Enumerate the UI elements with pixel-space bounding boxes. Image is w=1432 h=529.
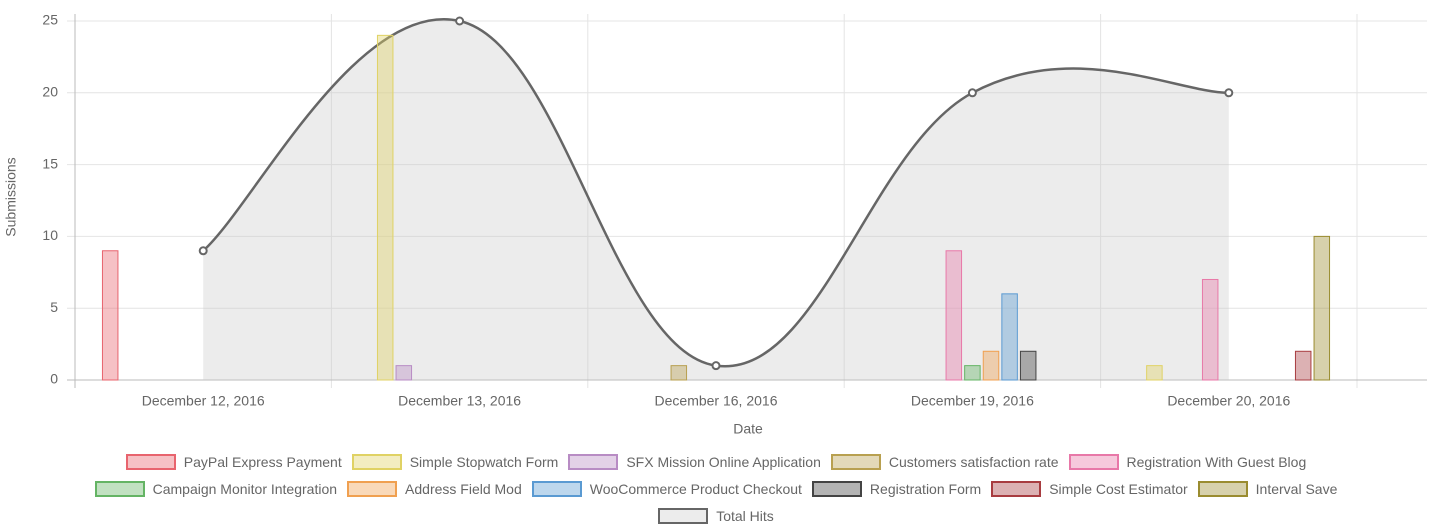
x-tick-label: December 13, 2016	[398, 393, 521, 409]
legend-row: Campaign Monitor Integration Address Fiel…	[0, 475, 1432, 502]
y-tick-label: 20	[42, 84, 58, 100]
legend-swatch	[351, 453, 402, 470]
bar	[945, 250, 963, 381]
legend: PayPal Express Payment Simple Stopwatch F…	[0, 448, 1432, 529]
legend-label: Registration With Guest Blog	[1126, 453, 1307, 470]
legend-swatch	[347, 480, 398, 497]
bar	[982, 350, 1000, 381]
y-tick-label: 0	[50, 371, 58, 387]
bar	[101, 250, 119, 381]
legend-swatch	[658, 507, 709, 524]
bar	[1201, 278, 1219, 381]
x-tick-label: December 12, 2016	[142, 393, 265, 409]
bar	[376, 34, 394, 381]
line	[202, 17, 1229, 368]
legend-label: SFX Mission Online Application	[626, 453, 821, 470]
x-tick-label: December 20, 2016	[1167, 393, 1290, 409]
legend-swatch	[94, 480, 145, 497]
y-tick-label: 15	[42, 155, 58, 171]
legend-swatch	[568, 453, 619, 470]
chart: Submissions Date 0 5 10 15 20 25 December 12, …	[3, 12, 1427, 437]
legend-label: Customers satisfaction rate	[888, 453, 1059, 470]
y-tick-label: 25	[42, 12, 58, 28]
line-point	[711, 361, 721, 371]
bar	[1294, 350, 1312, 381]
line-area	[203, 19, 1229, 380]
legend-swatch	[830, 453, 881, 470]
legend-swatch	[1197, 480, 1248, 497]
legend-item[interactable]: Customers satisfaction rate	[830, 453, 1059, 470]
line-point	[455, 16, 465, 26]
x-tick-label: December 19, 2016	[911, 393, 1034, 409]
line-point	[967, 88, 977, 98]
line-point	[1224, 88, 1234, 98]
legend-label: Total Hits	[716, 507, 774, 524]
legend-label: WooCommerce Product Checkout	[589, 480, 802, 497]
x-axis-label: Date	[733, 421, 763, 437]
legend-item[interactable]: WooCommerce Product Checkout	[531, 480, 802, 497]
legend-label: Registration Form	[869, 480, 982, 497]
legend-label: Simple Stopwatch Form	[409, 453, 559, 470]
y-axis-label: Submissions	[3, 157, 19, 236]
legend-item[interactable]: Total Hits	[658, 507, 774, 524]
legend-swatch	[991, 480, 1042, 497]
y-tick-label: 10	[42, 227, 58, 243]
legend-row: Total Hits	[0, 502, 1432, 529]
bar	[1019, 350, 1037, 381]
legend-label: Interval Save	[1255, 480, 1338, 497]
legend-item[interactable]: Campaign Monitor Integration	[94, 480, 338, 497]
bar	[1001, 293, 1018, 381]
legend-swatch	[125, 453, 176, 470]
line-point	[198, 246, 208, 256]
legend-item[interactable]: Address Field Mod	[347, 480, 522, 497]
legend-swatch	[811, 480, 862, 497]
legend-label: Campaign Monitor Integration	[152, 480, 338, 497]
legend-row: PayPal Express Payment Simple Stopwatch F…	[0, 448, 1432, 475]
legend-label: PayPal Express Payment	[183, 453, 342, 470]
legend-item[interactable]: Simple Stopwatch Form	[351, 453, 559, 470]
y-tick-label: 5	[50, 299, 58, 315]
bar	[395, 365, 413, 381]
legend-item[interactable]: PayPal Express Payment	[125, 453, 342, 470]
x-tick-label: December 16, 2016	[655, 393, 778, 409]
bar	[964, 365, 981, 381]
legend-item[interactable]: Registration Form	[811, 480, 982, 497]
legend-item[interactable]: Registration With Guest Blog	[1068, 453, 1307, 470]
legend-item[interactable]: SFX Mission Online Application	[568, 453, 821, 470]
legend-label: Address Field Mod	[405, 480, 522, 497]
legend-item[interactable]: Interval Save	[1197, 480, 1338, 497]
legend-swatch	[1068, 453, 1119, 470]
legend-label: Simple Cost Estimator	[1049, 480, 1188, 497]
legend-item[interactable]: Simple Cost Estimator	[991, 480, 1188, 497]
bar	[1313, 235, 1331, 381]
bar	[1146, 365, 1163, 381]
bar	[670, 365, 688, 381]
legend-swatch	[531, 480, 582, 497]
